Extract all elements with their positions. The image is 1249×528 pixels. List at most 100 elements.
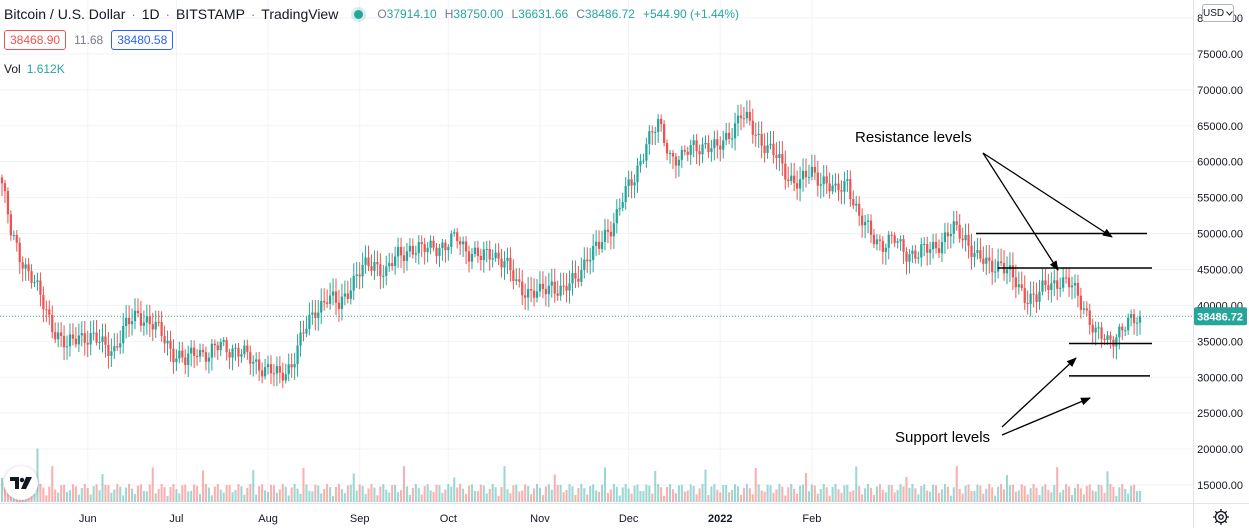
candle-body (1014, 277, 1017, 288)
candle (586, 247, 589, 273)
volume-bar (482, 485, 485, 502)
candle-body (24, 264, 27, 269)
volume-bar (745, 484, 748, 502)
volume-bar (373, 487, 376, 502)
volume-bar (902, 486, 905, 502)
candle (973, 241, 976, 268)
candle-body (929, 249, 932, 253)
candle-body (45, 309, 48, 311)
volume-legend[interactable]: Vol 1.612K (4, 62, 65, 76)
candle-body (1138, 316, 1142, 323)
volume-bar (329, 487, 332, 502)
candle-body (0, 177, 4, 184)
volume-bar (592, 484, 595, 502)
interval-label[interactable]: 1D (141, 6, 160, 22)
volume-bar (426, 484, 429, 502)
candle (172, 339, 175, 374)
candle (290, 353, 293, 378)
gear-icon[interactable] (1212, 508, 1230, 526)
volume-bar (881, 489, 884, 502)
volume-bar (606, 492, 609, 502)
candle-body (875, 239, 879, 245)
candle (45, 300, 48, 322)
volume-bar (515, 484, 518, 502)
candle (127, 305, 131, 338)
candle (529, 276, 533, 303)
candle-body (423, 244, 426, 253)
candle-body (834, 183, 837, 186)
currency-select[interactable]: USD (1202, 4, 1234, 22)
candle-body (18, 242, 21, 263)
candle (266, 355, 270, 375)
sell-button[interactable]: 38468.90 (4, 30, 67, 50)
candle-body (249, 351, 252, 364)
candle-body (973, 252, 976, 258)
candle-body (807, 176, 811, 178)
candle-body (385, 266, 388, 276)
volume-bar (766, 484, 769, 502)
volume-bar (54, 489, 57, 502)
candle-body (343, 293, 347, 297)
candle-body (689, 145, 692, 155)
candle-body (849, 179, 852, 200)
candle-body (952, 221, 955, 234)
candle-body (104, 336, 107, 345)
volume-bar (175, 489, 178, 502)
volume-bar (447, 484, 450, 502)
candle (116, 333, 119, 351)
candle-body (1056, 280, 1059, 289)
symbol-name[interactable]: Bitcoin / U.S. Dollar (4, 6, 126, 22)
candle (595, 230, 598, 256)
volume-bar (855, 466, 858, 502)
candle (213, 339, 216, 358)
candle-body (852, 199, 855, 206)
candle (125, 305, 128, 339)
volume-bar (136, 485, 140, 502)
candle-body (745, 111, 748, 119)
candle-body (417, 242, 420, 254)
volume-bar (71, 484, 74, 502)
candle (320, 288, 323, 324)
volume-bar (627, 488, 630, 502)
candle (453, 228, 456, 237)
candle-body (654, 131, 657, 133)
candle (778, 141, 781, 171)
candle-body (178, 350, 181, 359)
candle-body (642, 160, 645, 162)
candle (843, 171, 846, 205)
candle-body (668, 152, 672, 154)
volume-bar (595, 490, 598, 502)
candle-body (893, 235, 896, 243)
candle (840, 180, 843, 205)
volume-bar (550, 489, 553, 502)
tradingview-logo-icon[interactable] (4, 466, 38, 500)
candle-body (541, 283, 545, 289)
candle-body (1088, 310, 1091, 325)
candle (74, 327, 78, 348)
candle-body (151, 324, 154, 330)
candle (160, 311, 163, 342)
volume-bar (1091, 490, 1094, 502)
volume-bar (63, 484, 66, 502)
candle (18, 237, 21, 274)
volume-bar (60, 485, 63, 502)
volume-bar (1032, 484, 1035, 502)
volume-bar (807, 491, 810, 502)
volume-bar (441, 492, 444, 502)
candle-body (751, 120, 754, 135)
volume-bar (1094, 491, 1097, 502)
candle-body (819, 184, 822, 186)
candle (751, 108, 754, 144)
candle-body (902, 239, 905, 252)
candle (299, 320, 302, 357)
volume-bar (775, 489, 778, 502)
candle (376, 250, 379, 277)
candle-body (110, 351, 113, 356)
candle (890, 231, 893, 244)
candle-body (600, 242, 604, 249)
buy-button[interactable]: 38480.58 (111, 30, 174, 50)
volume-bar (716, 489, 719, 502)
candle (414, 245, 417, 263)
candle-body (237, 347, 240, 357)
